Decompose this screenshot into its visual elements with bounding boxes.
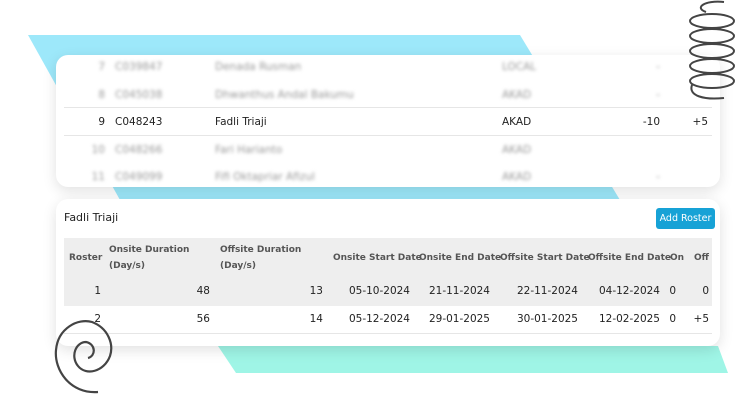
roster-onsite-duration: 56: [196, 312, 210, 325]
add-roster-button[interactable]: Add Roster: [656, 208, 715, 229]
roster-offsite-start: 30-01-2025: [516, 312, 578, 325]
roster-onsite-start: 05-12-2024: [348, 312, 410, 325]
employee-name: Fadli Triaji: [215, 116, 267, 128]
roster-offsite-end: 04-12-2024: [598, 285, 660, 297]
employee-type: AKAD: [502, 116, 532, 128]
header-onsite-duration: Onsite Duration (Day/s): [109, 242, 189, 274]
header-offsite-duration-line1: Offsite Duration: [220, 245, 302, 255]
spiral-icon: [54, 320, 113, 394]
employee-type: AKAD: [502, 143, 532, 156]
header-offsite-duration: Offsite Duration (Day/s): [220, 242, 301, 274]
roster-off: +5: [693, 312, 709, 325]
header-onsite-duration-line2: (Day/s): [109, 261, 146, 271]
header-offsite-duration-line2: (Day/s): [220, 261, 257, 271]
roster-roster: 2: [94, 312, 101, 325]
employee-no: 11: [91, 171, 105, 183]
employee-type: AKAD: [502, 171, 532, 183]
employee-on: -: [656, 171, 660, 183]
header-on: On: [670, 253, 685, 263]
employee-code: C048243: [115, 116, 163, 128]
header-onsite-start: Onsite Start Date: [333, 253, 422, 263]
roster-onsite-duration: 48: [196, 285, 210, 297]
roster-offsite-duration: 14: [309, 312, 323, 325]
employee-name: Denada Rusman: [215, 61, 302, 73]
employee-on: -10: [642, 116, 660, 128]
employee-type: LOCAL: [502, 61, 537, 73]
employee-no: 7: [98, 61, 105, 73]
employee-type: AKAD: [502, 88, 532, 101]
employee-off: +5: [692, 116, 708, 128]
employee-list-card: 7 C039847 Denada Rusman LOCAL - 8 C045038 Dhwan…: [56, 55, 720, 187]
employee-code: C048266: [115, 143, 163, 156]
header-offsite-end: Offsite End Date: [588, 253, 672, 263]
employee-no: 8: [98, 88, 105, 101]
employee-on: -: [656, 61, 660, 73]
roster-roster: 1: [94, 285, 101, 297]
panel-title: Fadli Triaji: [64, 211, 119, 224]
roster-on: 0: [669, 312, 676, 325]
header-off: Off: [694, 253, 709, 263]
roster-panel: Fadli Triaji Add Roster Roster Onsite Du…: [56, 199, 720, 346]
header-offsite-start: Offsite Start Date: [500, 253, 590, 263]
employee-on: -: [656, 88, 660, 101]
roster-row-1-bg: [64, 278, 712, 306]
header-roster: Roster: [69, 253, 103, 263]
employee-code: C045038: [115, 88, 163, 101]
employee-no: 9: [98, 116, 105, 128]
employee-no: 10: [91, 143, 105, 156]
roster-offsite-end: 12-02-2025: [598, 312, 660, 325]
roster-off: 0: [702, 285, 709, 297]
employee-name: Dhwanthus Andal Bakumu: [215, 88, 354, 101]
roster-onsite-start: 05-10-2024: [348, 285, 410, 297]
coil-spring-icon: [689, 0, 735, 100]
employee-code: C049099: [115, 171, 163, 183]
header-onsite-duration-line1: Onsite Duration: [109, 245, 190, 255]
employee-code: C039847: [115, 61, 163, 73]
roster-table-header: [64, 238, 712, 278]
roster-on: 0: [669, 285, 676, 297]
roster-onsite-end: 21-11-2024: [428, 285, 490, 297]
employee-name: Fari Harianto: [215, 143, 283, 156]
employee-name: Fifi Oktapriar Afizul: [215, 171, 315, 183]
header-onsite-end: Onsite End Date: [419, 253, 502, 263]
roster-onsite-end: 29-01-2025: [428, 312, 490, 325]
roster-offsite-start: 22-11-2024: [516, 285, 578, 297]
roster-offsite-duration: 13: [309, 285, 323, 297]
